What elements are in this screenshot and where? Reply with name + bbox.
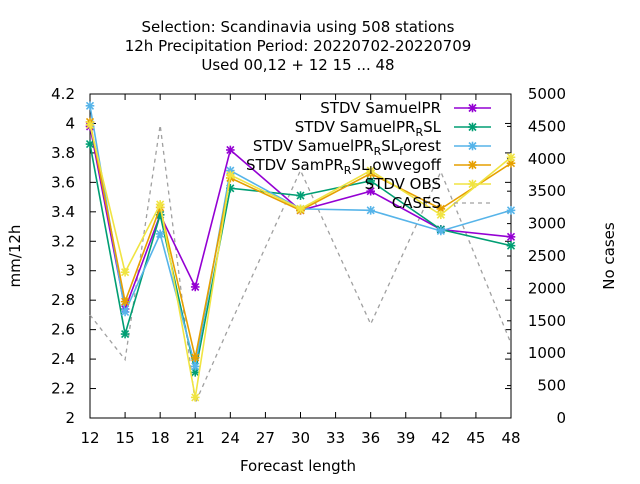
- y-tick-label: 4: [65, 114, 75, 132]
- y-tick-label: 2.6: [51, 321, 75, 339]
- y-tick-label: 2.8: [51, 291, 75, 309]
- legend-marker: [468, 179, 477, 189]
- series-line: [89, 143, 512, 373]
- y2-tick-label: 4000: [528, 150, 566, 168]
- x-tick-label: 48: [501, 429, 520, 447]
- data-point: [190, 362, 200, 371]
- y-axis-label: mm/12h: [6, 225, 24, 288]
- y-tick-label: 3.8: [51, 144, 75, 162]
- x-tick-label: 18: [151, 429, 170, 447]
- chart-title-line-1: Selection: Scandinavia using 508 station…: [142, 18, 455, 36]
- y-tick-label: 2: [65, 409, 75, 427]
- y-tick-label: 3: [65, 262, 75, 280]
- legend-label: STDV SamuelPRRSL: [295, 118, 442, 139]
- x-tick-label: 15: [116, 429, 135, 447]
- data-point: [190, 393, 200, 402]
- y2-tick-label: 1500: [528, 312, 566, 330]
- data-point: [436, 226, 446, 236]
- x-tick-label: 24: [221, 429, 240, 447]
- data-point: [155, 229, 165, 239]
- data-point: [506, 153, 516, 162]
- legend-label: STDV SamuelPRRSLforest: [253, 137, 441, 158]
- legend-marker: [468, 122, 477, 132]
- y-tick-label: 2.4: [51, 350, 75, 368]
- data-point: [85, 101, 95, 111]
- y-tick-label: 2.2: [51, 380, 75, 398]
- data-point: [296, 204, 305, 214]
- chart-title-line-3: Used 00,12 + 12 15 ... 48: [201, 56, 394, 74]
- data-point: [366, 176, 375, 186]
- y2-tick-label: 500: [537, 377, 566, 395]
- y-tick-label: 3.6: [51, 173, 75, 191]
- data-point: [85, 120, 95, 130]
- x-tick-label: 21: [186, 429, 205, 447]
- data-point: [296, 191, 305, 200]
- y2-tick-label: 1000: [528, 344, 566, 362]
- legend-marker: [468, 160, 477, 170]
- legend-label: STDV SamuelPR: [320, 99, 441, 117]
- data-point: [85, 139, 95, 149]
- x-tick-label: 27: [256, 429, 275, 447]
- data-point: [506, 241, 516, 250]
- y2-axis-label: No cases: [600, 222, 618, 290]
- series-4: [85, 120, 516, 402]
- x-tick-label: 39: [396, 429, 415, 447]
- legend-marker: [468, 103, 477, 113]
- y-tick-label: 3.4: [51, 203, 75, 221]
- y-tick-label: 4.2: [51, 85, 75, 103]
- data-point: [120, 297, 130, 306]
- x-tick-label: 36: [361, 429, 380, 447]
- y2-tick-label: 3500: [528, 182, 566, 200]
- x-tick-label: 45: [466, 429, 485, 447]
- data-point: [366, 206, 375, 215]
- x-axis-label: Forecast length: [240, 457, 356, 475]
- axes: 2 2.2 2.4 2.6 2.8 3 3.2 3.4 3.6 3.8 4 4.2 0 500 1000 15…: [51, 85, 566, 447]
- y2-tick-label: 2500: [528, 247, 566, 265]
- data-point: [226, 145, 235, 155]
- data-point: [190, 282, 200, 292]
- y-tick-label: 3.2: [51, 232, 75, 250]
- x-tick-label: 30: [291, 429, 310, 447]
- legend-label: STDV SamPRRSLlowvegoff: [246, 156, 442, 177]
- y2-tick-label: 4500: [528, 117, 566, 135]
- data-point: [506, 232, 516, 242]
- x-tick-label: 42: [431, 429, 450, 447]
- data-point: [226, 170, 235, 180]
- data-point: [155, 200, 165, 209]
- legend-label: STDV OBS: [365, 175, 441, 193]
- data-point: [366, 166, 375, 175]
- chart-title-line-2: 12h Precipitation Period: 20220702-20220…: [125, 37, 472, 55]
- data-point: [366, 186, 375, 196]
- data-series: [85, 101, 516, 402]
- data-point: [436, 210, 446, 220]
- data-point: [190, 353, 200, 362]
- data-point: [120, 267, 130, 277]
- x-tick-label: 12: [80, 429, 99, 447]
- series-1: [85, 139, 516, 377]
- data-point: [506, 206, 516, 215]
- data-point: [120, 329, 130, 339]
- legend-marker: [468, 141, 477, 151]
- legend-label: CASES: [392, 194, 441, 212]
- x-tick-label: 33: [326, 429, 345, 447]
- y2-tick-label: 2000: [528, 279, 566, 297]
- y2-tick-label: 5000: [528, 85, 566, 103]
- y2-tick-label: 3000: [528, 215, 566, 233]
- data-point: [120, 307, 130, 317]
- y2-tick-label: 0: [556, 409, 566, 427]
